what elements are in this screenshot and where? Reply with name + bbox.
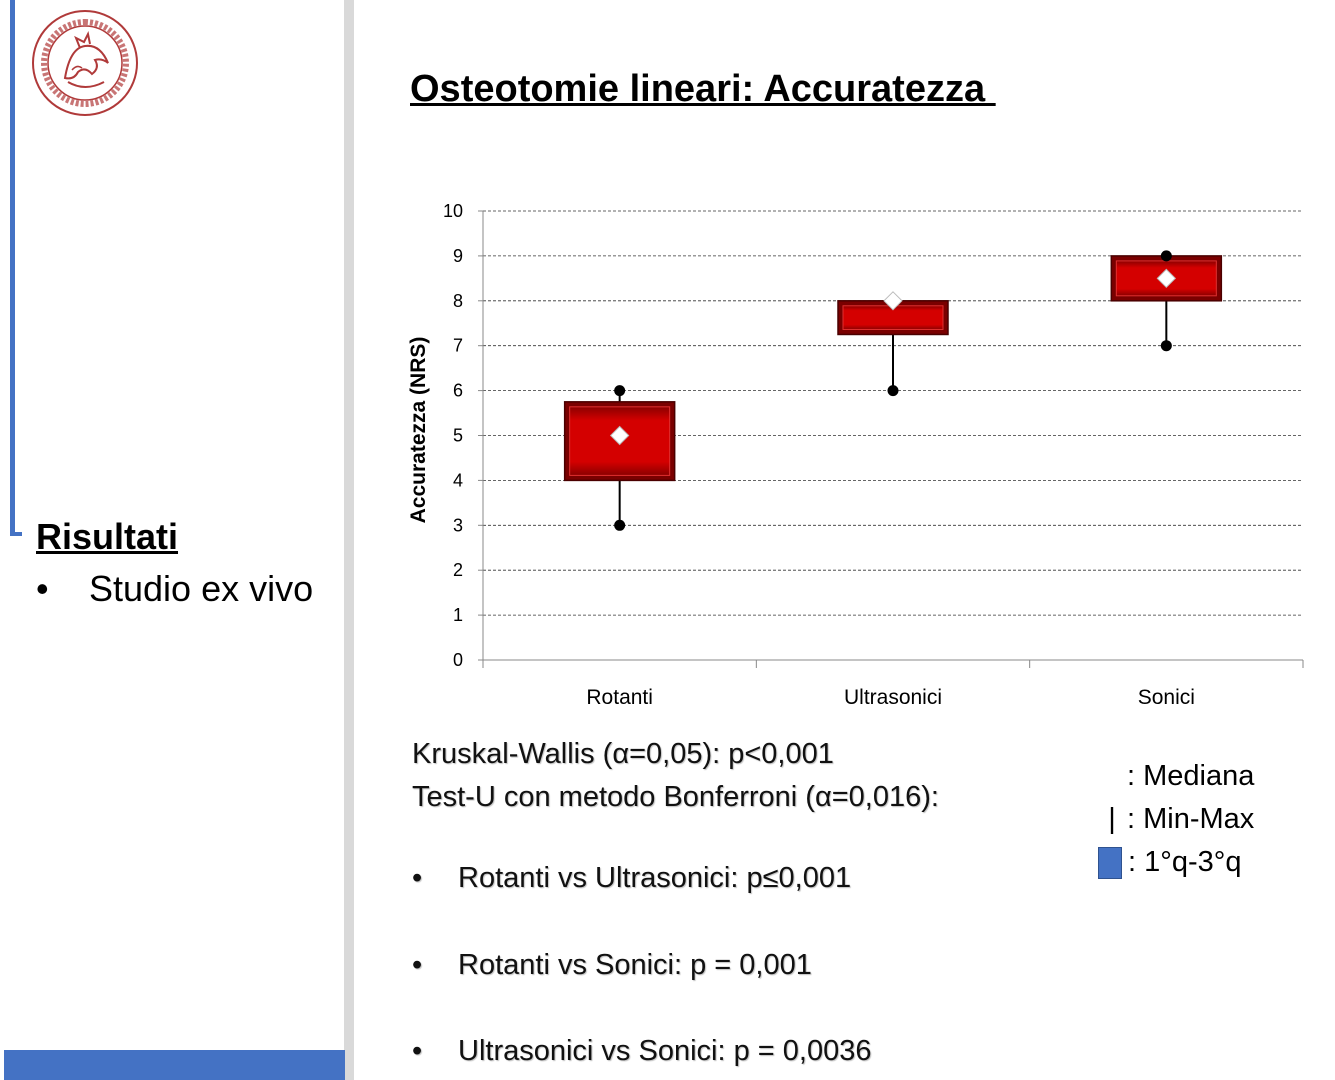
comparison-item: • Rotanti vs Sonici: p = 0,001 [412, 949, 812, 982]
min-point [1160, 340, 1172, 352]
stats-block: Kruskal-Wallis (α=0,05): p<0,001 Test-U … [412, 733, 939, 819]
y-tick-label: 8 [453, 291, 463, 311]
y-axis-label: Accuratezza (NRS) [407, 337, 430, 524]
x-tick-label: Sonici [1138, 686, 1195, 709]
max-point [1160, 250, 1172, 262]
quartile-swatch-icon [1098, 846, 1122, 879]
y-tick-label: 5 [453, 426, 463, 446]
comparison-text: Ultrasonici vs Sonici: p = 0,0036 [458, 1035, 872, 1067]
legend-minmax: | : Min-Max [1097, 798, 1254, 841]
box-layer [563, 250, 1223, 531]
y-tick-label: 6 [453, 381, 463, 401]
legend-quartile-label: : 1°q-3°q [1128, 846, 1242, 878]
legend-median-label: : Mediana [1127, 760, 1255, 792]
y-tick-label: 4 [453, 470, 463, 490]
min-point [887, 385, 899, 397]
axis-layer: 0 1 2 3 4 5 6 7 8 9 10 Rotanti Ultrasonici Sonici [443, 201, 1304, 709]
y-tick-label: 1 [453, 605, 463, 625]
boxplot-chart: 0 1 2 3 4 5 6 7 8 9 10 Rotanti Ultrasonici Sonici Acc… [407, 201, 1304, 709]
left-accent-bar [10, 0, 15, 535]
panel-divider [344, 0, 354, 1080]
y-tick-label: 7 [453, 336, 463, 356]
comparison-text: Rotanti vs Sonici: p = 0,001 [458, 949, 812, 981]
university-seal-logo [32, 10, 138, 116]
kruskal-wallis-line: Kruskal-Wallis (α=0,05): p<0,001 [412, 738, 834, 770]
bullet-symbol: • [36, 568, 49, 609]
legend-median: : Mediana [1097, 755, 1254, 798]
section-title: Risultati [36, 516, 179, 557]
min-point [614, 519, 626, 531]
y-tick-label: 3 [453, 515, 463, 535]
comparison-item: • Rotanti vs Ultrasonici: p≤0,001 [412, 862, 851, 895]
y-tick-label: 10 [443, 201, 463, 221]
minmax-bar-icon: | [1108, 803, 1116, 835]
legend-quartile: : 1°q-3°q [1097, 841, 1254, 884]
bullet-symbol: • [412, 1035, 423, 1067]
left-accent-bar-foot [10, 532, 22, 536]
y-tick-label: 2 [453, 560, 463, 580]
y-tick-label: 0 [453, 650, 463, 670]
bonferroni-line: Test-U con metodo Bonferroni (α=0,016): [412, 781, 939, 813]
bullet-symbol: • [412, 949, 423, 981]
legend: : Mediana | : Min-Max : 1°q-3°q [1097, 755, 1254, 884]
y-tick-label: 9 [453, 246, 463, 266]
comparison-item: • Ultrasonici vs Sonici: p = 0,0036 [412, 1035, 871, 1068]
median-marker [1156, 268, 1177, 289]
median-marker [609, 425, 630, 446]
x-tick-label: Rotanti [586, 686, 653, 709]
slide-title: Osteotomie lineari: Accuratezza [410, 68, 996, 110]
comparison-text: Rotanti vs Ultrasonici: p≤0,001 [458, 862, 852, 894]
bullet-symbol: • [412, 862, 423, 894]
median-marker [883, 291, 903, 311]
x-tick-label: Ultrasonici [844, 686, 942, 709]
section-bullet: • Studio ex vivo [36, 568, 313, 610]
bottom-accent-strip [4, 1050, 345, 1080]
section-bullet-text: Studio ex vivo [89, 568, 314, 609]
max-point [614, 385, 626, 397]
legend-minmax-label: : Min-Max [1127, 803, 1255, 835]
